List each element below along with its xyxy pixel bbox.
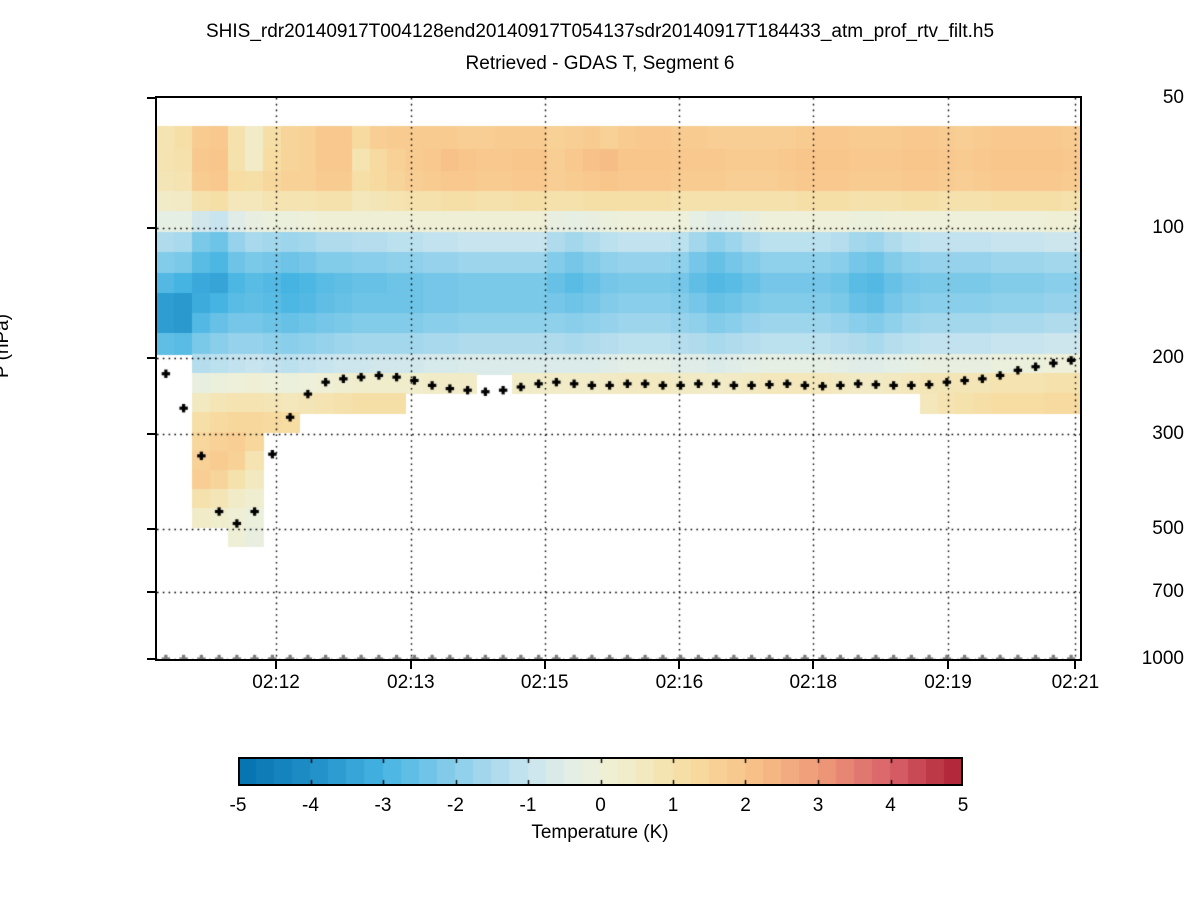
x-tick-mark [678, 661, 681, 669]
y-tick-label: 700 [1152, 581, 1184, 603]
overlay-canvas [157, 98, 1080, 659]
x-tick-label: 02:21 [1051, 672, 1100, 693]
colorbar-title: Temperature (K) [531, 822, 669, 843]
y-tick-label: 500 [1152, 518, 1184, 540]
x-tick-label: 02:18 [789, 672, 838, 693]
colorbar-tick-label: -3 [374, 795, 392, 816]
y-tick-mark [147, 356, 155, 359]
y-tick-label: 100 [1152, 216, 1184, 238]
colorbar-tick-label: -5 [229, 795, 247, 816]
y-tick-mark [147, 528, 155, 531]
colorbar-tick-label: 3 [812, 795, 824, 816]
y-tick-mark [147, 658, 155, 660]
colorbar-tick-label: -1 [519, 795, 537, 816]
y-tick-label: 200 [1152, 346, 1184, 368]
x-tick-label: 02:15 [520, 672, 569, 693]
colorbar-tick-label: 5 [957, 795, 969, 816]
colorbar-tick-label: 2 [740, 795, 751, 816]
colorbar-gradient [238, 757, 963, 786]
x-tick-mark [1074, 661, 1077, 669]
y-tick-mark [147, 226, 155, 229]
x-tick-mark [275, 661, 278, 669]
colorbar-tick-label: -4 [302, 795, 319, 816]
x-tick-label: 02:13 [387, 672, 435, 693]
colorbar-tick-label: -2 [447, 795, 464, 816]
y-tick-mark [147, 591, 155, 594]
x-tick-mark [812, 661, 815, 669]
colorbar-tick-label: 1 [667, 795, 679, 816]
x-tick-mark [543, 661, 546, 669]
x-tick-label: 02:16 [655, 672, 704, 693]
x-tick-label: 02:19 [924, 672, 972, 693]
figure-title-line1: SHIS_rdr20140917T004128end20140917T05413… [205, 21, 995, 42]
y-axis-title: P (hPa) [0, 313, 13, 378]
colorbar-tick-label: 4 [885, 795, 896, 816]
y-tick-mark [147, 97, 155, 99]
x-tick-mark [409, 661, 412, 669]
y-tick-label: 1000 [1141, 648, 1184, 669]
colorbar-tick-label: 0 [595, 795, 606, 816]
colorbar [238, 757, 963, 786]
plot-area [155, 96, 1082, 661]
y-tick-mark [147, 432, 155, 435]
x-tick-mark [947, 661, 949, 669]
y-tick-label: 300 [1152, 422, 1184, 444]
y-tick-label: 50 [1162, 87, 1184, 108]
figure-title-line2: Retrieved - GDAS T, Segment 6 [465, 53, 735, 74]
x-tick-label: 02:12 [252, 672, 300, 693]
